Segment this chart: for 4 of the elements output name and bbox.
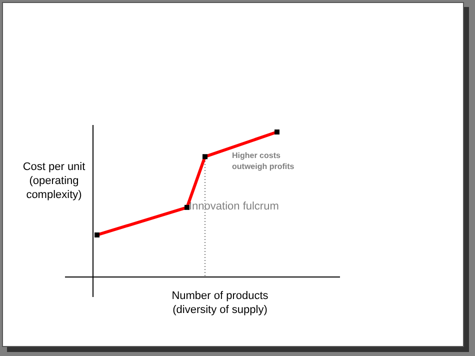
annotation: Innovation fulcrum: [189, 200, 279, 212]
y-axis-title: Cost per unit (operating complexity): [22, 160, 86, 202]
x-axis-title: Number of products (diversity of supply): [170, 289, 270, 317]
annotation: Higher costs outweigh profits: [232, 151, 295, 171]
